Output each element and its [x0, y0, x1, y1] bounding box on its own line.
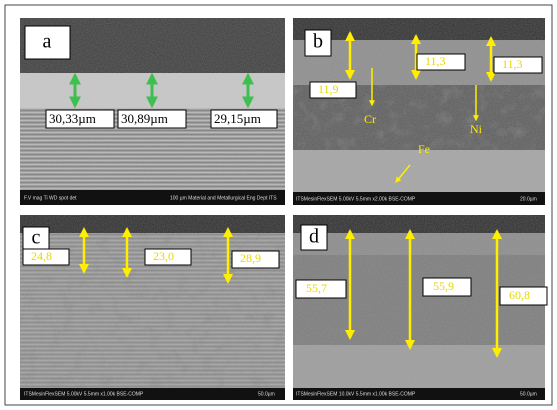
footer-text: ITSMesinFlexSEM 5.00kV 5.5mm x2.00k BSE-…	[296, 196, 416, 202]
measurement: 55,7	[306, 281, 327, 295]
element-label: Ni	[470, 122, 483, 136]
figure: a 30,33µm 30,89µm 29,15µm F.V mag Ti WD …	[0, 0, 557, 410]
panel-label: a	[43, 31, 52, 53]
measurement: 11,3	[502, 57, 523, 71]
element-label: Fe	[418, 142, 430, 156]
panel-a: a 30,33µm 30,89µm 29,15µm F.V mag Ti WD …	[20, 18, 285, 205]
measurement: 23,0	[153, 249, 174, 263]
page: a 30,33µm 30,89µm 29,15µm F.V mag Ti WD …	[0, 0, 557, 410]
panel-b: b 11,9 11,3 11,3 Cr Ni Fe ITSMesinFlexSE…	[293, 18, 545, 205]
measurement: 55,9	[433, 279, 454, 293]
measurement: 30,33µm	[49, 111, 96, 126]
measurement: 60,8	[509, 288, 530, 302]
measurement: 11,9	[318, 82, 339, 96]
measurement: 29,15µm	[214, 111, 261, 126]
measurement: 11,3	[425, 54, 446, 68]
panel-label: b	[313, 31, 323, 53]
footer-text: 20.0µm	[520, 196, 537, 202]
footer-text: ITSMesinFlexSEM 10.0kV 5.5mm x1.00k BSE-…	[296, 391, 416, 397]
element-label: Cr	[364, 112, 376, 126]
footer-text: 100 µm Material and Metallurgical Eng De…	[170, 195, 277, 201]
measurement: 24,8	[31, 249, 52, 263]
panel-c: c 24,8 23,0 28,9 ITSMesinFlexSEM 5.00kV …	[20, 215, 285, 400]
footer-text: 50.0µm	[520, 391, 537, 397]
panel-label: d	[309, 226, 319, 248]
measurement: 30,89µm	[121, 111, 168, 126]
panel-label: c	[32, 227, 41, 249]
footer-text: 50.0µm	[258, 391, 275, 397]
footer-text: ITSMesinFlexSEM 5.00kV 5.5mm x1.00k BSE-…	[24, 391, 144, 397]
measurement: 28,9	[240, 251, 261, 265]
panel-d: d 55,7 55,9 60,8 ITSMesinFlexSEM 10.0kV …	[293, 215, 547, 400]
footer-text: F.V mag Ti WD spot det	[24, 195, 77, 201]
